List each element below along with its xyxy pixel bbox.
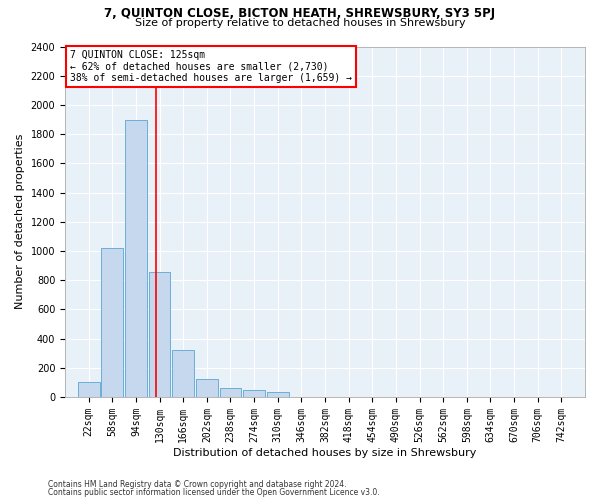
Y-axis label: Number of detached properties: Number of detached properties xyxy=(15,134,25,310)
Bar xyxy=(78,382,100,397)
Text: Contains public sector information licensed under the Open Government Licence v3: Contains public sector information licen… xyxy=(48,488,380,497)
Text: Contains HM Land Registry data © Crown copyright and database right 2024.: Contains HM Land Registry data © Crown c… xyxy=(48,480,347,489)
Bar xyxy=(149,272,170,397)
Bar xyxy=(243,390,265,397)
Bar xyxy=(101,248,123,397)
Bar xyxy=(196,378,218,397)
Text: 7, QUINTON CLOSE, BICTON HEATH, SHREWSBURY, SY3 5PJ: 7, QUINTON CLOSE, BICTON HEATH, SHREWSBU… xyxy=(104,8,496,20)
Text: 7 QUINTON CLOSE: 125sqm
← 62% of detached houses are smaller (2,730)
38% of semi: 7 QUINTON CLOSE: 125sqm ← 62% of detache… xyxy=(70,50,352,83)
Bar xyxy=(125,120,147,397)
Bar xyxy=(172,350,194,397)
Text: Size of property relative to detached houses in Shrewsbury: Size of property relative to detached ho… xyxy=(134,18,466,28)
Bar xyxy=(220,388,241,397)
Bar xyxy=(267,392,289,397)
X-axis label: Distribution of detached houses by size in Shrewsbury: Distribution of detached houses by size … xyxy=(173,448,477,458)
